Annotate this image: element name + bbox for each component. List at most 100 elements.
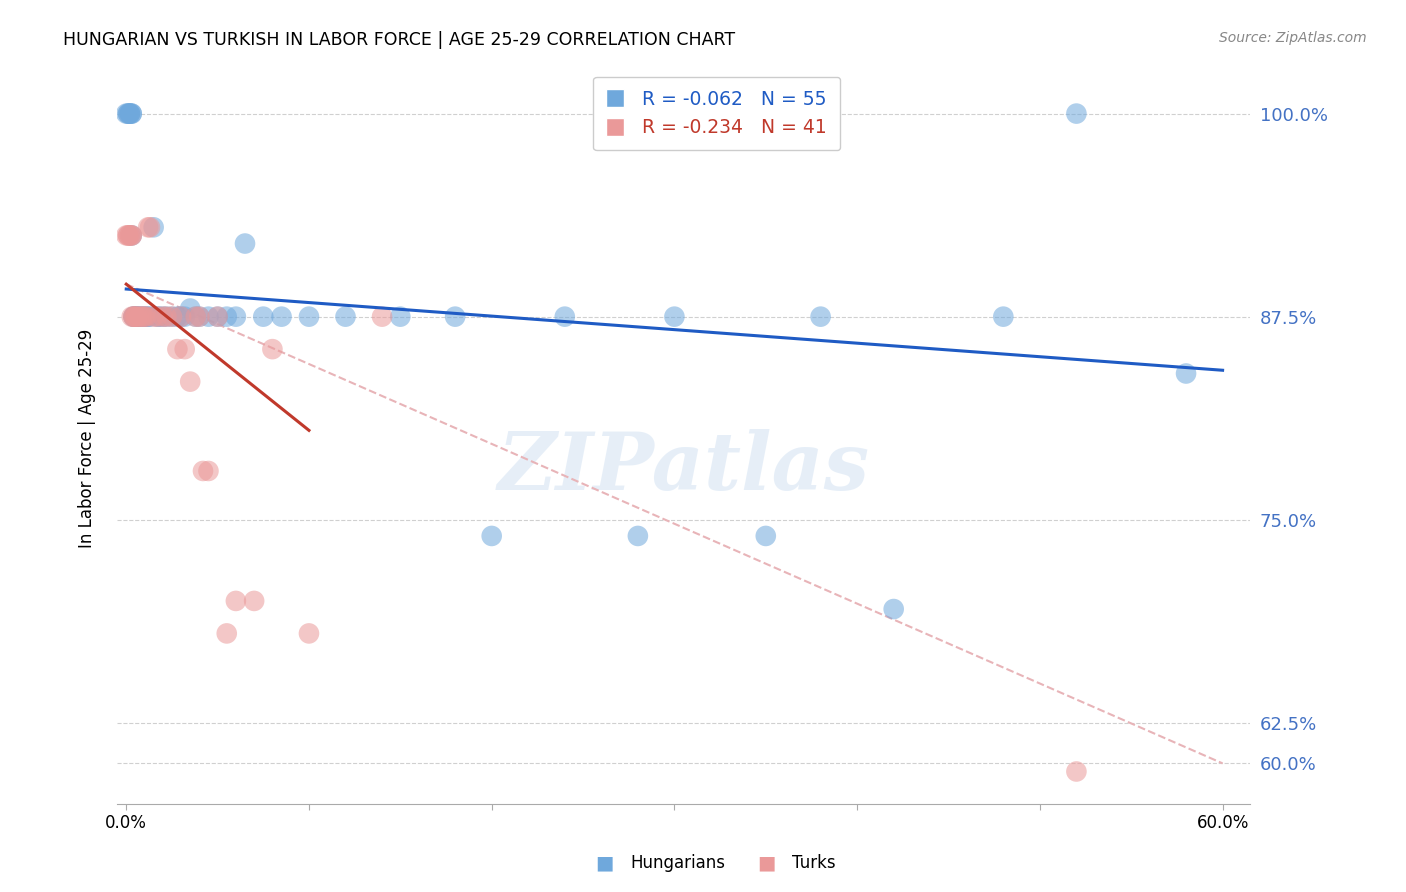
Point — [134, 310, 156, 324]
Point — [121, 228, 143, 243]
Point — [146, 310, 169, 324]
Point — [142, 310, 165, 324]
Point — [117, 106, 139, 120]
Point — [554, 310, 576, 324]
Point — [152, 310, 174, 324]
Point — [160, 310, 183, 324]
Text: Source: ZipAtlas.com: Source: ZipAtlas.com — [1219, 31, 1367, 45]
Point — [173, 342, 195, 356]
Point — [136, 310, 159, 324]
Point — [155, 310, 177, 324]
Point — [115, 106, 138, 120]
Point — [117, 106, 139, 120]
Point — [243, 594, 266, 608]
Point — [127, 310, 149, 324]
Point — [184, 310, 207, 324]
Point — [129, 310, 152, 324]
Point — [233, 236, 256, 251]
Point — [298, 310, 321, 324]
Point — [117, 228, 139, 243]
Point — [118, 106, 141, 120]
Point — [1175, 367, 1198, 381]
Point — [184, 310, 207, 324]
Point — [136, 220, 159, 235]
Text: Turks: Turks — [792, 855, 835, 872]
Point — [160, 310, 183, 324]
Point — [121, 106, 143, 120]
Point — [179, 301, 201, 316]
Point — [170, 310, 193, 324]
Point — [152, 310, 174, 324]
Point — [124, 310, 146, 324]
Point — [127, 310, 149, 324]
Point — [115, 228, 138, 243]
Point — [191, 464, 214, 478]
Point — [207, 310, 229, 324]
Point — [131, 310, 153, 324]
Point — [993, 310, 1015, 324]
Point — [444, 310, 467, 324]
Point — [117, 228, 139, 243]
Point — [127, 310, 149, 324]
Point — [371, 310, 394, 324]
Point — [252, 310, 274, 324]
Point — [122, 310, 145, 324]
Point — [124, 310, 146, 324]
Text: ZIPatlas: ZIPatlas — [498, 429, 870, 507]
Point — [121, 228, 143, 243]
Point — [262, 342, 284, 356]
Point — [139, 220, 162, 235]
Point — [173, 310, 195, 324]
Point — [188, 310, 211, 324]
Point — [122, 310, 145, 324]
Point — [131, 310, 153, 324]
Point — [118, 228, 141, 243]
Point — [225, 310, 247, 324]
Point — [270, 310, 292, 324]
Point — [124, 310, 146, 324]
Point — [139, 310, 162, 324]
Point — [188, 310, 211, 324]
Point — [664, 310, 686, 324]
Point — [170, 310, 193, 324]
Point — [197, 464, 219, 478]
Point — [155, 310, 177, 324]
Point — [146, 310, 169, 324]
Point — [215, 626, 238, 640]
Point — [121, 310, 143, 324]
Point — [197, 310, 219, 324]
Point — [135, 310, 157, 324]
Text: Hungarians: Hungarians — [630, 855, 725, 872]
Point — [298, 626, 321, 640]
Text: HUNGARIAN VS TURKISH IN LABOR FORCE | AGE 25-29 CORRELATION CHART: HUNGARIAN VS TURKISH IN LABOR FORCE | AG… — [63, 31, 735, 49]
Point — [1066, 764, 1088, 779]
Point — [142, 220, 165, 235]
Point — [122, 310, 145, 324]
Point — [121, 106, 143, 120]
Point — [134, 310, 156, 324]
Point — [1066, 106, 1088, 120]
Point — [118, 106, 141, 120]
Point — [810, 310, 832, 324]
Point — [755, 529, 778, 543]
Point — [118, 106, 141, 120]
Text: ■: ■ — [595, 854, 614, 872]
Point — [121, 228, 143, 243]
Point — [135, 310, 157, 324]
Point — [225, 594, 247, 608]
Point — [481, 529, 503, 543]
Point — [166, 342, 188, 356]
Point — [129, 310, 152, 324]
Point — [389, 310, 412, 324]
Point — [118, 228, 141, 243]
Point — [335, 310, 357, 324]
Point — [215, 310, 238, 324]
Point — [128, 310, 150, 324]
Point — [124, 310, 146, 324]
Point — [627, 529, 650, 543]
Point — [122, 310, 145, 324]
Y-axis label: In Labor Force | Age 25-29: In Labor Force | Age 25-29 — [79, 329, 96, 548]
Point — [179, 375, 201, 389]
Legend:   R = -0.062   N = 55,   R = -0.234   N = 41: R = -0.062 N = 55, R = -0.234 N = 41 — [593, 77, 841, 150]
Point — [128, 310, 150, 324]
